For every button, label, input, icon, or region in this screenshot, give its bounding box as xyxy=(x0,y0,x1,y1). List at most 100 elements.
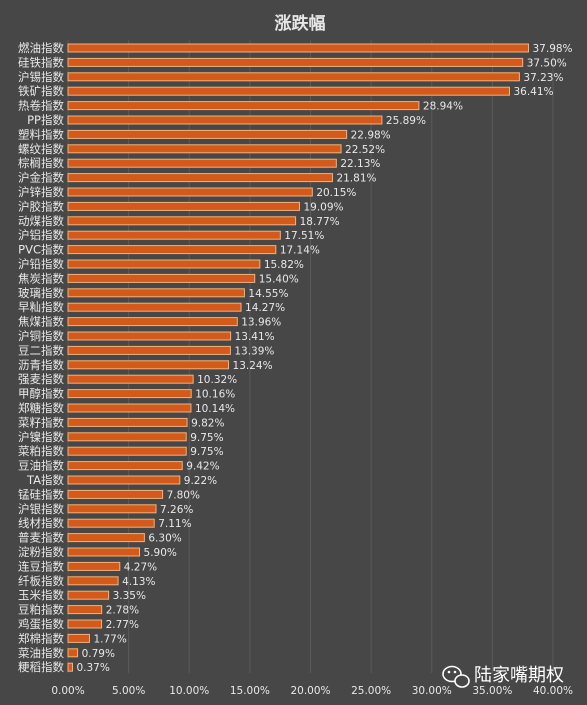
category-label: 豆二指数 xyxy=(18,343,64,357)
category-label: 铁矿指数 xyxy=(18,84,64,98)
bar xyxy=(67,576,119,586)
bars xyxy=(67,43,530,672)
value-label: 14.27% xyxy=(245,302,285,314)
bar xyxy=(67,230,281,240)
category-label: 沥青指数 xyxy=(18,358,64,372)
bar xyxy=(67,345,231,355)
bar xyxy=(67,475,181,485)
bar xyxy=(67,605,103,615)
bar xyxy=(67,115,383,125)
category-label: 菜籽指数 xyxy=(18,415,64,429)
value-label: 22.13% xyxy=(340,158,380,170)
bar xyxy=(67,173,333,183)
value-label: 7.80% xyxy=(167,489,200,501)
value-label: 7.11% xyxy=(158,518,191,530)
category-label: 沪铝指数 xyxy=(18,228,64,242)
watermark: 陆家嘴期权 xyxy=(442,665,564,688)
x-tick-label: 40.00% xyxy=(533,685,573,697)
bar xyxy=(67,648,79,658)
category-label: 早籼指数 xyxy=(18,300,64,314)
value-label: 13.96% xyxy=(241,317,281,329)
value-label: 22.98% xyxy=(351,129,391,141)
value-label: 13.41% xyxy=(235,331,275,343)
value-label: 20.15% xyxy=(316,187,356,199)
bar xyxy=(67,633,90,643)
value-label: 3.35% xyxy=(113,590,146,602)
bar xyxy=(67,331,232,341)
category-label: 鸡蛋指数 xyxy=(18,617,64,631)
category-label: 粳稻指数 xyxy=(18,660,64,674)
value-label: 10.16% xyxy=(195,389,235,401)
x-tick-label: 5.00% xyxy=(112,685,145,697)
category-label: 纤板指数 xyxy=(18,574,64,588)
value-label: 9.82% xyxy=(191,417,224,429)
bar xyxy=(67,374,194,384)
bar xyxy=(67,101,420,111)
value-label: 28.94% xyxy=(423,101,463,113)
value-label: 9.75% xyxy=(190,432,223,444)
value-label: 13.24% xyxy=(233,360,273,372)
bar xyxy=(67,187,313,197)
category-label: 沪胶指数 xyxy=(18,199,64,213)
value-label: 10.32% xyxy=(197,374,237,386)
value-label: 5.90% xyxy=(144,547,177,559)
x-tick-label: 10.00% xyxy=(169,685,209,697)
bar xyxy=(67,86,510,96)
value-label: 21.81% xyxy=(336,173,376,185)
category-label: 淀粉指数 xyxy=(18,545,64,559)
category-label: 焦煤指数 xyxy=(18,315,64,329)
value-label: 9.42% xyxy=(186,461,219,473)
x-tick-label: 35.00% xyxy=(472,685,512,697)
bar xyxy=(67,561,121,571)
value-label: 0.37% xyxy=(76,662,109,674)
category-label: 沪锌指数 xyxy=(18,185,64,199)
value-label: 9.75% xyxy=(190,446,223,458)
category-label: 沪铜指数 xyxy=(18,329,64,343)
value-label: 14.55% xyxy=(248,288,288,300)
value-label: 36.41% xyxy=(513,86,553,98)
category-labels: 燃油指数硅铁指数沪锡指数铁矿指数热卷指数PP指数塑料指数螺纹指数棕榈指数沪金指数… xyxy=(18,41,64,674)
category-label: 郑糖指数 xyxy=(18,401,64,415)
category-label: 锰硅指数 xyxy=(18,487,64,501)
x-tick-label: 30.00% xyxy=(412,685,452,697)
category-label: 燃油指数 xyxy=(18,41,64,55)
category-label: 沪锡指数 xyxy=(18,70,64,84)
chart-title: 涨跌幅 xyxy=(275,13,326,34)
category-label: 塑料指数 xyxy=(18,127,64,141)
bar xyxy=(67,216,297,226)
bar xyxy=(67,317,238,327)
value-label: 10.14% xyxy=(195,403,235,415)
value-label: 18.77% xyxy=(300,216,340,228)
bar xyxy=(67,158,337,168)
bar xyxy=(67,504,157,514)
bar xyxy=(67,389,192,399)
category-label: 热卷指数 xyxy=(18,99,64,113)
bar xyxy=(67,432,187,442)
category-label: 强麦指数 xyxy=(18,372,64,386)
value-label: 19.09% xyxy=(303,201,343,213)
category-label: 甲醇指数 xyxy=(18,387,64,401)
bar xyxy=(67,662,73,672)
value-label: 0.79% xyxy=(82,648,115,660)
bar xyxy=(67,245,277,255)
value-label: 6.30% xyxy=(148,533,181,545)
bar xyxy=(67,590,110,600)
value-label: 37.98% xyxy=(533,43,573,55)
category-label: 菜油指数 xyxy=(18,646,64,660)
category-label: 菜粕指数 xyxy=(18,444,64,458)
value-label: 37.50% xyxy=(527,57,567,69)
bar xyxy=(67,144,342,154)
bar xyxy=(67,461,183,471)
bar xyxy=(67,489,164,499)
category-label: 螺纹指数 xyxy=(18,142,64,156)
value-label: 37.23% xyxy=(523,72,563,84)
category-label: 沪镍指数 xyxy=(18,430,64,444)
category-label: PP指数 xyxy=(27,113,64,127)
value-label: 2.77% xyxy=(106,619,139,631)
bar xyxy=(67,403,192,413)
value-label: 4.27% xyxy=(124,561,157,573)
category-label: 连豆指数 xyxy=(18,559,64,573)
category-label: 沪铅指数 xyxy=(18,257,64,271)
value-label: 15.82% xyxy=(264,259,304,271)
value-label: 1.77% xyxy=(93,633,126,645)
